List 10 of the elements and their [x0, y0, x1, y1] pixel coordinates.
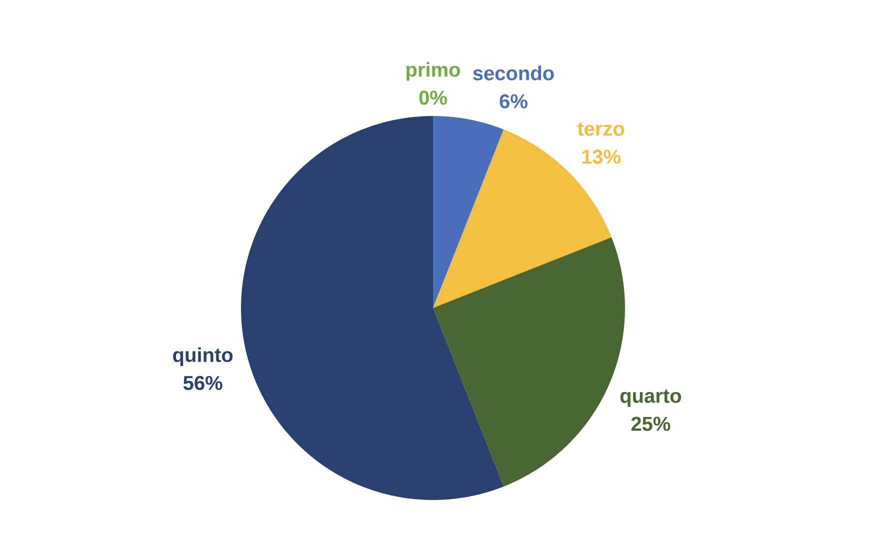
slice-label: terzo	[577, 122, 624, 136]
slice-label: quinto	[173, 347, 233, 366]
slice-label: quarto	[620, 390, 682, 407]
data-label: 25%	[631, 416, 670, 431]
data-label: 13%	[582, 150, 621, 164]
data-label: 56%	[183, 376, 222, 390]
category-label: primo	[406, 62, 460, 81]
text: 0%	[419, 90, 447, 105]
data-label: 6%	[500, 94, 528, 108]
slice-label: secondo	[473, 66, 554, 80]
